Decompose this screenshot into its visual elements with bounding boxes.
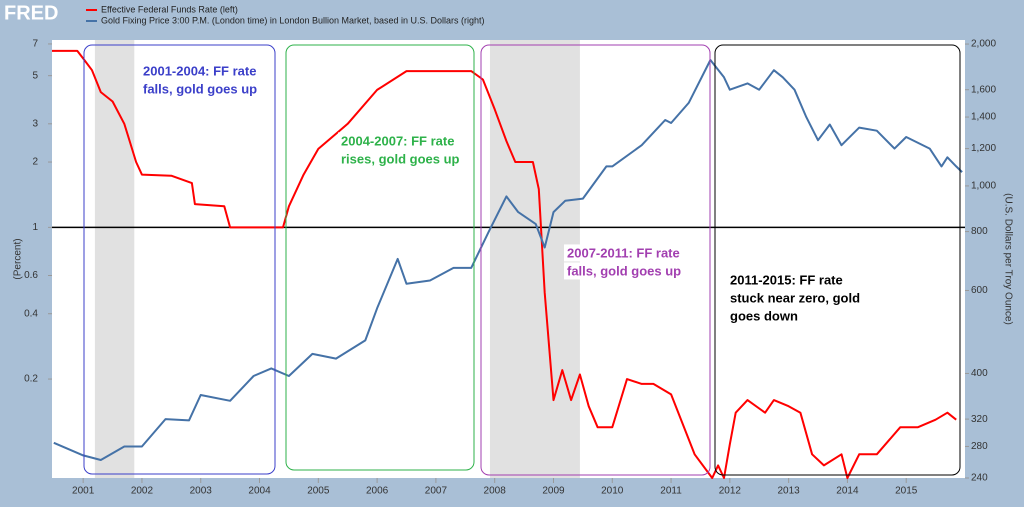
x-tick-label: 2012 — [719, 486, 742, 497]
annotation-text: 2011-2015: FF rate — [730, 272, 843, 287]
y2-tick-label: 2,000 — [971, 39, 996, 50]
annotation-background — [338, 132, 458, 150]
y-tick-label: 1 — [32, 222, 38, 233]
y-tick-label: 0.6 — [24, 270, 38, 281]
annotation-background — [727, 307, 801, 325]
annotation-background — [140, 62, 260, 80]
x-tick-label: 2011 — [660, 486, 682, 497]
annotation-background — [727, 289, 864, 307]
annotation-background — [564, 244, 683, 262]
y2-axis-label: (U.S. Dollars per Troy Ounce) — [1002, 193, 1013, 325]
y-axis-label: (Percent) — [13, 238, 24, 279]
x-tick-label: 2013 — [778, 486, 801, 497]
y2-tick-label: 280 — [971, 441, 988, 452]
legend-label: Gold Fixing Price 3:00 P.M. (London time… — [101, 15, 485, 25]
x-tick-label: 2003 — [190, 486, 213, 497]
y-tick-label: 5 — [32, 70, 38, 81]
annotation-boxes — [83, 44, 961, 476]
y2-tick-label: 1,000 — [971, 181, 996, 192]
annotation-text: rises, gold goes up — [341, 151, 460, 166]
y2-tick-label: 800 — [971, 226, 988, 237]
legend-label: Effective Federal Funds Rate (left) — [101, 4, 238, 14]
x-tick-label: 2009 — [542, 486, 565, 497]
recession-shading — [94, 40, 135, 478]
x-tick-label: 2006 — [366, 486, 389, 497]
annotation-text: 2001-2004: FF rate — [143, 63, 256, 78]
y-tick-label: 0.2 — [24, 374, 38, 385]
period-box — [83, 44, 276, 475]
annotation-text: falls, gold goes up — [567, 263, 681, 278]
x-tick-label: 2007 — [425, 486, 448, 497]
period-box — [285, 44, 475, 471]
y-tick-label: 0.4 — [24, 308, 38, 319]
x-tick-label: 2015 — [895, 486, 918, 497]
y-tick-label: 3 — [32, 118, 38, 129]
series-line — [53, 59, 963, 461]
annotation-text: 2004-2007: FF rate — [341, 133, 454, 148]
annotation-text: goes down — [730, 308, 798, 323]
y2-tick-label: 1,600 — [971, 84, 996, 95]
logo: FRED — [4, 2, 58, 24]
y-tick-label: 7 — [32, 39, 38, 50]
annotation-background — [727, 271, 846, 289]
annotation-text: falls, gold goes up — [143, 81, 257, 96]
series-line — [52, 49, 957, 479]
annotation-text: 2007-2011: FF rate — [567, 245, 680, 260]
annotation-text: stuck near zero, gold — [730, 290, 860, 305]
y-tick-label: 2 — [32, 157, 38, 168]
x-tick-label: 2005 — [307, 486, 330, 497]
annotation-background — [564, 262, 685, 280]
x-tick-label: 2004 — [248, 486, 271, 497]
x-tick-label: 2002 — [131, 486, 154, 497]
period-box — [714, 44, 961, 476]
x-tick-label: 2010 — [601, 486, 624, 497]
y2-tick-label: 1,400 — [971, 112, 996, 123]
y2-tick-label: 320 — [971, 414, 988, 425]
y2-tick-label: 400 — [971, 368, 988, 379]
annotation-background — [140, 80, 261, 98]
annotation-background — [338, 150, 463, 168]
x-tick-label: 2001 — [72, 486, 95, 497]
x-tick-label: 2014 — [836, 486, 859, 497]
y2-tick-label: 600 — [971, 285, 988, 296]
y2-tick-label: 1,200 — [971, 143, 996, 154]
y2-tick-label: 240 — [971, 473, 988, 484]
x-tick-label: 2008 — [484, 486, 507, 497]
period-box — [480, 44, 711, 476]
